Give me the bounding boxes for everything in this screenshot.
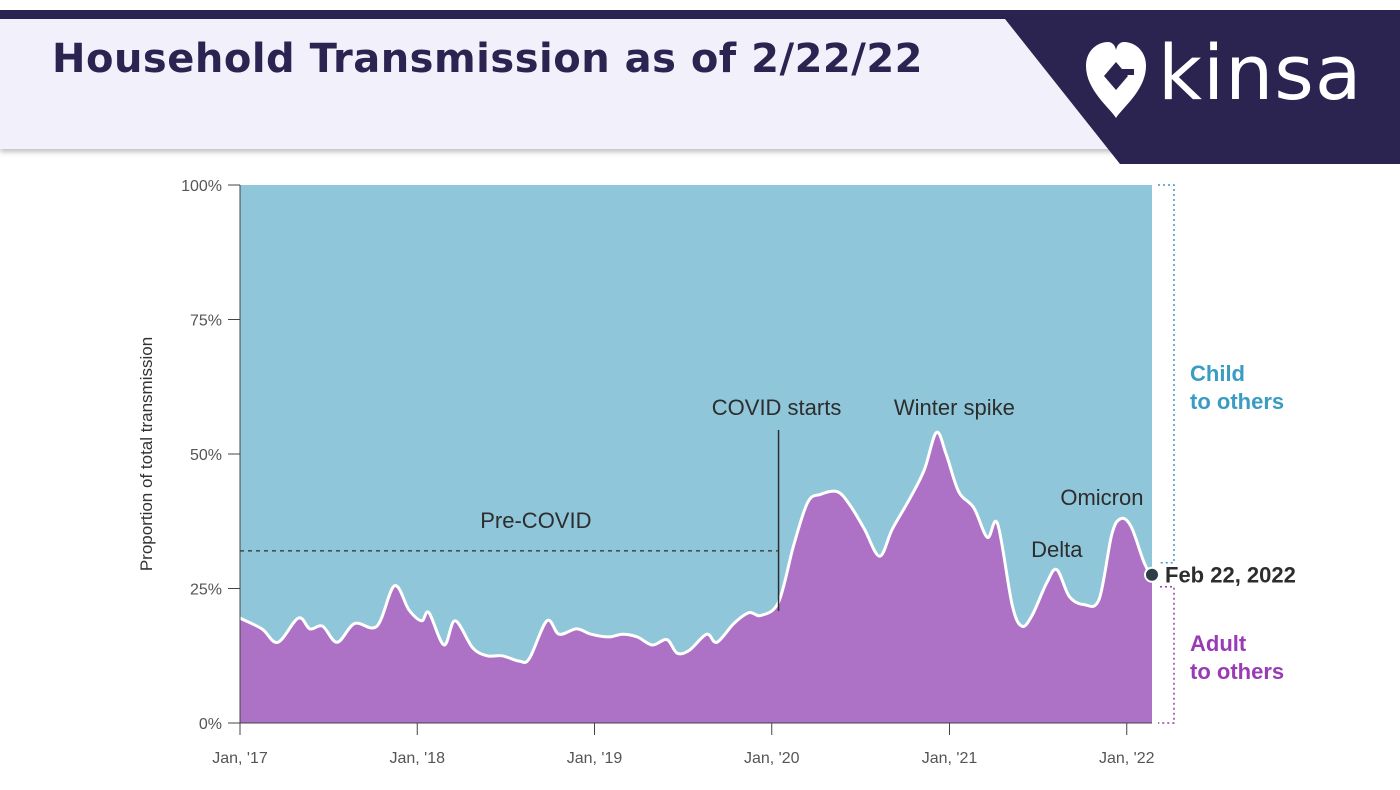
child-range-bracket — [1158, 184, 1175, 564]
covid-starts-label: COVID starts — [712, 395, 842, 420]
x-tick-label: Jan, '17 — [212, 750, 268, 767]
x-tick-label: Jan, '20 — [744, 750, 800, 767]
current-date-label: Feb 22, 2022 — [1165, 563, 1296, 588]
child-to-others-legend: Child to others — [1190, 361, 1284, 414]
y-tick-label: 25% — [190, 582, 222, 599]
delta-label: Delta — [1031, 537, 1083, 562]
adult-share-line — [239, 430, 1154, 664]
omicron-label: Omicron — [1060, 485, 1143, 510]
top-rule — [0, 10, 1400, 19]
x-tick-label: Jan, '19 — [567, 750, 623, 767]
adult-to-others-legend: Adult to others — [1190, 631, 1284, 684]
y-tick-label: 50% — [190, 447, 222, 464]
adult-range-bracket — [1158, 585, 1175, 724]
winter-spike-label: Winter spike — [894, 395, 1015, 420]
brand-wordmark: kinsa — [1158, 28, 1363, 117]
y-tick-label: 100% — [181, 178, 222, 195]
x-tick-label: Jan, '18 — [389, 750, 445, 767]
adult-to-others-area — [240, 432, 1152, 723]
page-title: Household Transmission as of 2/22/22 — [52, 36, 924, 82]
heart-location-pin-icon — [1086, 42, 1146, 118]
y-tick-label: 0% — [199, 716, 222, 733]
y-axis-title: Proportion of total transmission — [137, 337, 156, 571]
pre-covid-label: Pre-COVID — [480, 508, 591, 533]
x-tick-label: Jan, '22 — [1099, 750, 1155, 767]
title-banner — [0, 19, 1120, 149]
y-tick-label: 75% — [190, 313, 222, 330]
current-point-marker — [1144, 566, 1160, 583]
x-tick-label: Jan, '21 — [922, 750, 978, 767]
